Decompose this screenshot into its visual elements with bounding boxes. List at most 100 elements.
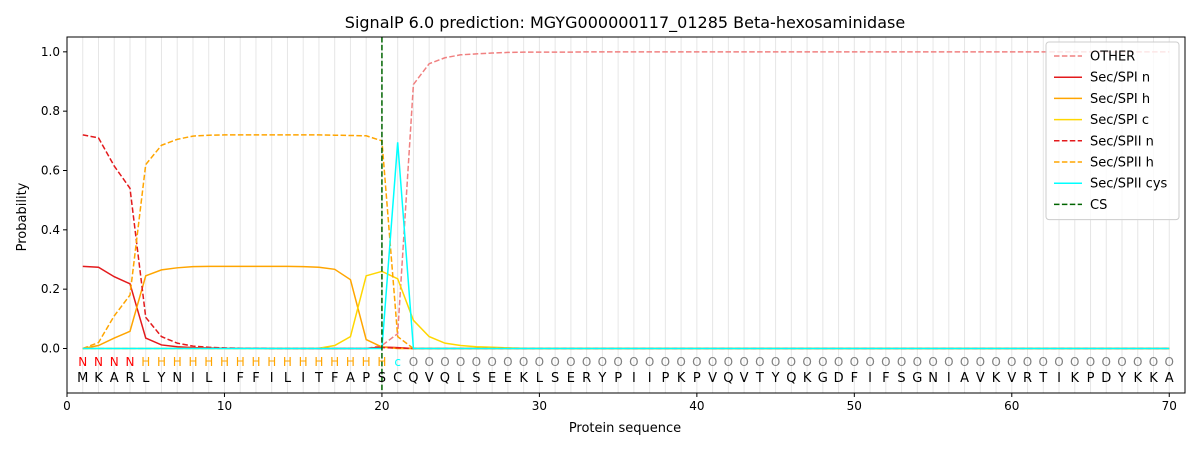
region-label: H (362, 355, 371, 369)
residue-label: V (708, 371, 717, 386)
region-label: O (661, 355, 670, 369)
series-line (82, 51, 1170, 350)
residue-label: M (77, 371, 88, 386)
region-label: c (394, 355, 401, 369)
region-label: O (960, 355, 969, 369)
series-line (82, 142, 1170, 350)
y-tick-label: 0.8 (41, 104, 60, 118)
region-label: H (188, 355, 197, 369)
residue-label: S (551, 371, 559, 386)
residue-label: C (393, 371, 402, 386)
region-label: O (519, 355, 528, 369)
legend-label: OTHER (1090, 50, 1135, 65)
residue-label: L (142, 371, 150, 386)
residue-label: R (125, 371, 134, 386)
residue-label: L (457, 371, 465, 386)
region-label: H (330, 355, 339, 369)
region-label: O (566, 355, 575, 369)
region-label: O (409, 355, 418, 369)
x-tick-label: 50 (847, 399, 862, 413)
residue-label: L (284, 371, 292, 386)
y-axis-label: Probability (15, 182, 30, 251)
y-tick-label: 0.6 (41, 164, 60, 178)
residue-label: A (960, 371, 969, 386)
residue-label: I (223, 371, 227, 386)
residue-label: R (1023, 371, 1032, 386)
axes: 0 10 20 30 40 50 60 70 0.0 0.2 0.4 0.6 0.8 1.0 (41, 36, 1186, 413)
region-label: O (802, 355, 811, 369)
series-line (82, 134, 1170, 350)
region-label: H (204, 355, 213, 369)
residue-label: P (614, 371, 622, 386)
region-label: N (125, 355, 134, 369)
y-tick-label: 0.2 (41, 282, 60, 296)
residue-label: A (346, 371, 355, 386)
region-label: H (283, 355, 292, 369)
residue-label: E (567, 371, 575, 386)
region-label: O (1117, 355, 1126, 369)
region-label: O (503, 355, 512, 369)
residue-label: F (882, 371, 889, 386)
region-label: O (897, 355, 906, 369)
series-line (82, 134, 1170, 350)
region-label: H (220, 355, 229, 369)
legend-label: Sec/SPI c (1090, 113, 1149, 128)
x-tick-label: 0 (63, 399, 71, 413)
region-label: H (236, 355, 245, 369)
residue-label: Q (723, 371, 733, 386)
residue-label: S (472, 371, 480, 386)
residue-label: K (677, 371, 686, 386)
region-label: O (440, 355, 449, 369)
region-label: O (850, 355, 859, 369)
residue-label: K (803, 371, 812, 386)
residue-label: I (947, 371, 951, 386)
residue-label: Q (786, 371, 796, 386)
region-label: H (346, 355, 355, 369)
residue-label: V (976, 371, 985, 386)
region-label: H (299, 355, 308, 369)
region-label: H (251, 355, 260, 369)
region-label: O (1007, 355, 1016, 369)
residue-label: K (1133, 371, 1142, 386)
region-label: O (913, 355, 922, 369)
residue-label: T (1038, 371, 1047, 386)
region-label: O (771, 355, 780, 369)
region-label: O (1133, 355, 1142, 369)
series-line (82, 270, 1170, 350)
residue-label: I (868, 371, 872, 386)
region-label: O (1165, 355, 1174, 369)
residue-label: Y (157, 371, 166, 386)
region-label: H (267, 355, 276, 369)
region-label: O (708, 355, 717, 369)
legend-label: Sec/SPI h (1090, 92, 1150, 107)
region-label: O (487, 355, 496, 369)
region-label: H (141, 355, 150, 369)
x-axis-label: Protein sequence (569, 421, 681, 436)
y-tick-label: 0.4 (41, 223, 60, 237)
residue-label: N (928, 371, 938, 386)
region-label: O (928, 355, 937, 369)
region-label: O (976, 355, 985, 369)
residue-label: P (693, 371, 701, 386)
region-label: O (1086, 355, 1095, 369)
plot-frame (66, 36, 1186, 394)
residue-label: P (661, 371, 669, 386)
residue-label: I (632, 371, 636, 386)
residue-label: G (912, 371, 922, 386)
residue-label: I (1057, 371, 1061, 386)
residue-label: Y (597, 371, 606, 386)
region-label: O (865, 355, 874, 369)
region-label: O (424, 355, 433, 369)
region-label: O (582, 355, 591, 369)
region-label: O (535, 355, 544, 369)
grid-lines (82, 37, 1170, 393)
region-label: O (755, 355, 764, 369)
legend-label: Sec/SPII cys (1090, 177, 1168, 192)
residue-label: K (1071, 371, 1080, 386)
residue-label: I (191, 371, 195, 386)
residue-label: K (94, 371, 103, 386)
residue-label: P (362, 371, 370, 386)
residue-label: I (301, 371, 305, 386)
residue-label: R (582, 371, 591, 386)
region-label: O (1070, 355, 1079, 369)
